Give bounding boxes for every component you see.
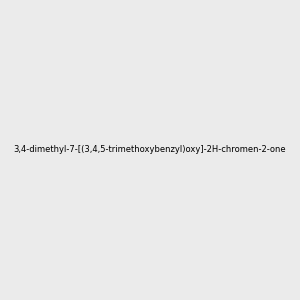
Text: 3,4-dimethyl-7-[(3,4,5-trimethoxybenzyl)oxy]-2H-chromen-2-one: 3,4-dimethyl-7-[(3,4,5-trimethoxybenzyl)… bbox=[14, 146, 286, 154]
